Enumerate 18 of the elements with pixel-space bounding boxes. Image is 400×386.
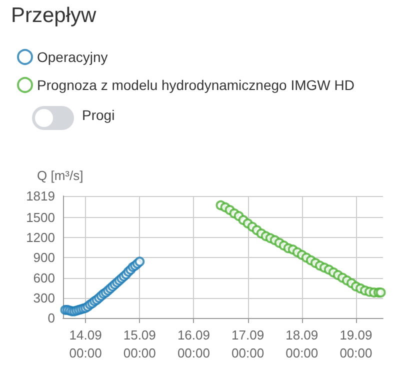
chart-title: Przepływ	[11, 4, 98, 27]
y-tick-label: 300	[33, 290, 55, 306]
text: Progi	[82, 107, 115, 123]
y-tick-label: 600	[33, 270, 55, 286]
y-axis-title: Q [m³/s]	[37, 168, 84, 183]
legend-label: Operacyjny	[37, 49, 108, 65]
y-tick-label: 900	[33, 250, 55, 266]
x-tick-label: 19.09 00:00	[340, 328, 372, 360]
y-tick-label: 0	[48, 310, 55, 326]
x-tick-label: 18.09 00:00	[286, 328, 318, 360]
x-tick-label: 15.09 00:00	[123, 328, 156, 360]
y-tick-label: 1819	[26, 188, 55, 204]
x-tick-label: 16.09 00:00	[177, 328, 210, 360]
legend-label: Prognoza z modelu hydrodynamicznego IMGW HD	[37, 77, 354, 93]
x-tick-label: 17.09 00:00	[232, 328, 264, 360]
x-tick-label: 14.09 00:00	[69, 328, 102, 360]
y-tick-label: 1200	[26, 230, 55, 246]
y-tick-label: 1500	[26, 210, 55, 225]
